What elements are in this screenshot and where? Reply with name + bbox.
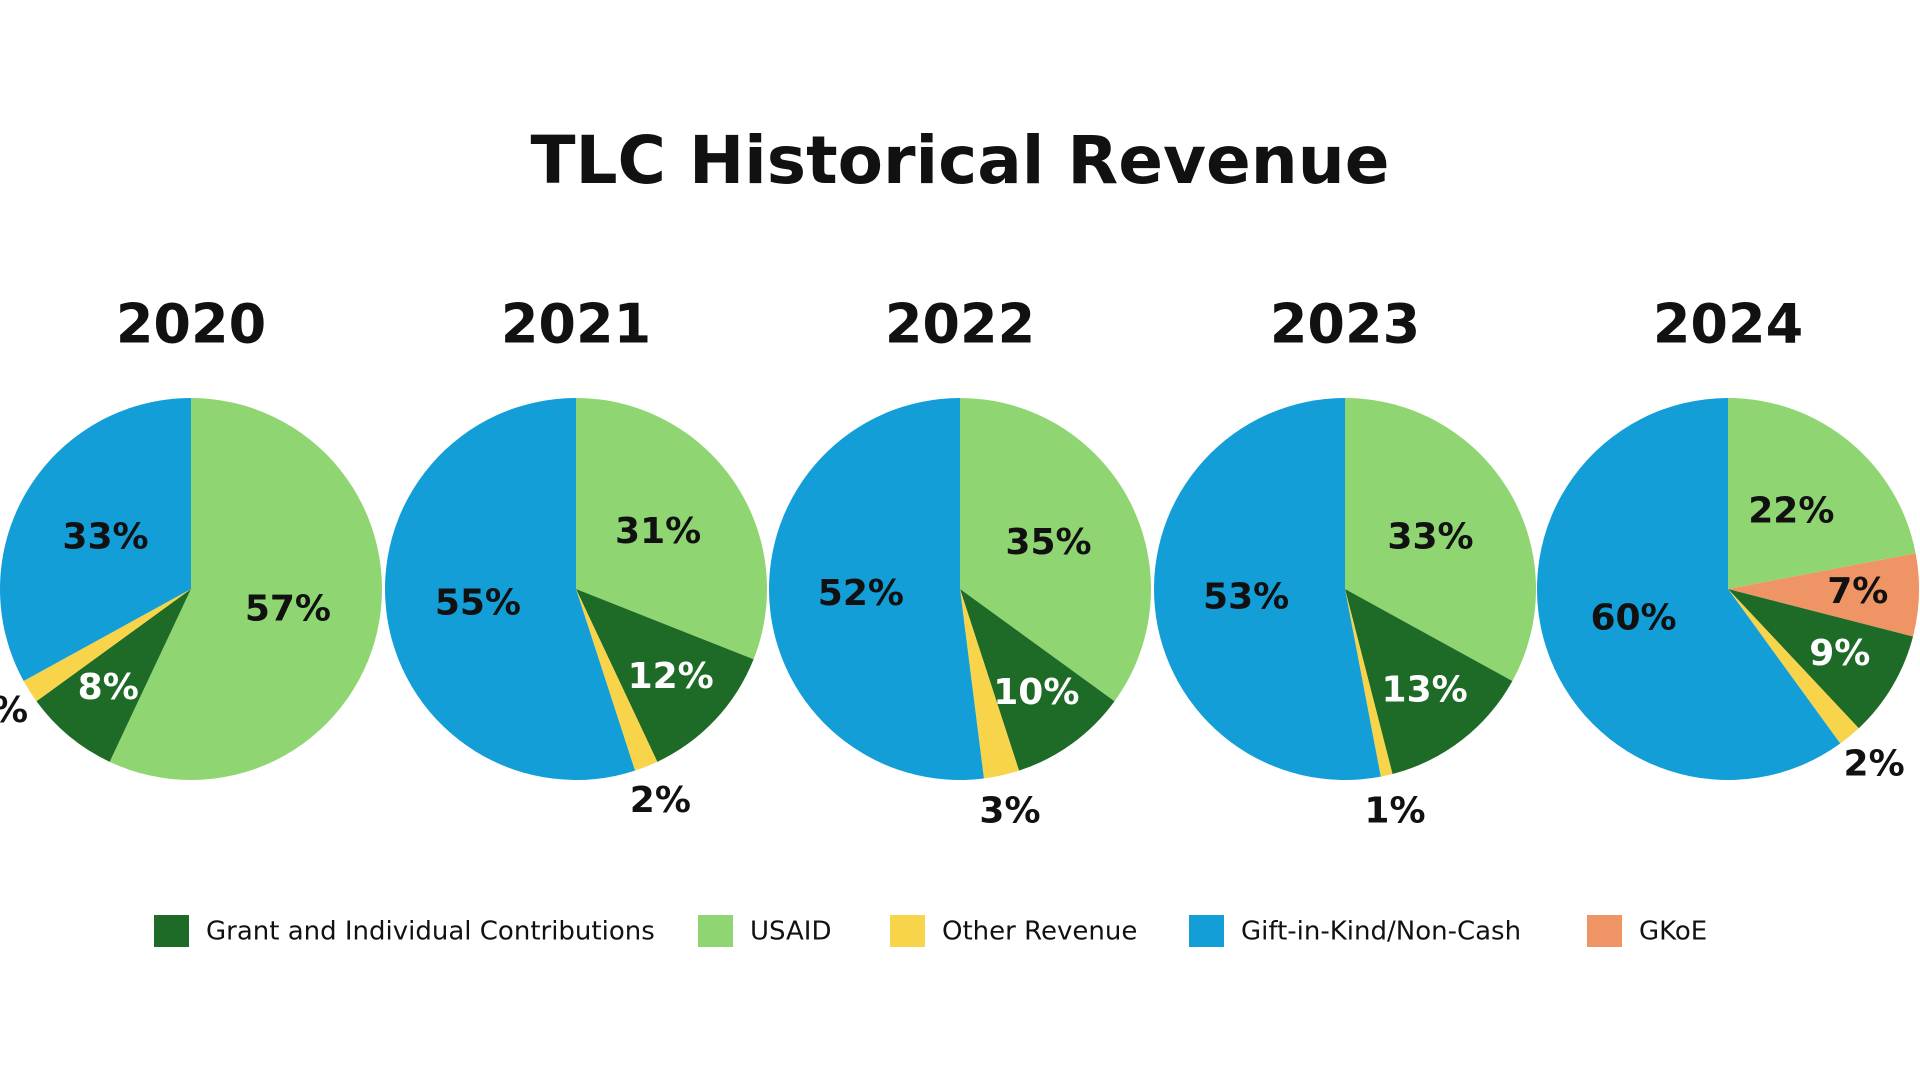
data-label: 13% — [1382, 670, 1468, 711]
pie-slice — [960, 589, 1115, 771]
data-label: 33% — [1387, 516, 1473, 557]
pie-slice — [0, 398, 191, 682]
pie-slice — [1728, 398, 1916, 589]
pie-slice — [1728, 589, 1913, 729]
pie-slice — [1345, 589, 1513, 774]
legend-label: Grant and Individual Contributions — [206, 917, 655, 947]
pie-title: 2020 — [116, 293, 266, 356]
data-label: 3% — [979, 791, 1040, 832]
pie-slice — [576, 589, 754, 762]
pie-slice — [1345, 589, 1393, 777]
legend-label: USAID — [750, 917, 832, 947]
pie-slice — [769, 398, 984, 780]
pie-slice — [1154, 398, 1381, 780]
pie-title: 2021 — [501, 293, 651, 356]
legend-swatch — [890, 915, 925, 947]
data-label: 35% — [1005, 522, 1091, 563]
data-label: 8% — [78, 667, 139, 708]
pie-slice — [576, 398, 767, 660]
pie-slice — [36, 589, 191, 762]
pie-title: 2024 — [1653, 293, 1803, 356]
chart-title: TLC Historical Revenue — [530, 122, 1389, 199]
data-label: 2% — [1844, 744, 1905, 785]
pie-title: 2022 — [885, 293, 1035, 356]
pie-slice — [1728, 589, 1859, 744]
data-label: 53% — [1203, 576, 1289, 617]
data-label: 2% — [630, 780, 691, 821]
pie-slice — [1728, 553, 1920, 637]
pie-slice — [385, 398, 636, 780]
data-label: 12% — [628, 656, 714, 697]
data-label: 1% — [1364, 791, 1425, 832]
data-label: 10% — [993, 672, 1079, 713]
pie-slice — [960, 589, 1020, 779]
data-label: 31% — [615, 511, 701, 552]
data-label: 60% — [1590, 598, 1676, 639]
pie-slice — [1536, 398, 1841, 780]
data-label: 52% — [818, 573, 904, 614]
data-label: 9% — [1809, 633, 1870, 674]
legend-swatch — [1189, 915, 1224, 947]
data-label: 7% — [1827, 571, 1888, 612]
legend-label: GKoE — [1639, 917, 1707, 947]
legend-swatch — [698, 915, 733, 947]
pie-slice — [23, 589, 191, 702]
legend-swatch — [154, 915, 189, 947]
data-label: 55% — [435, 583, 521, 624]
data-label: 2% — [0, 690, 28, 731]
legend-label: Gift-in-Kind/Non-Cash — [1241, 917, 1521, 947]
pie-title: 2023 — [1270, 293, 1420, 356]
data-label: 22% — [1748, 490, 1834, 531]
pie-slice — [960, 398, 1151, 702]
legend-label: Other Revenue — [942, 917, 1137, 947]
legend-swatch — [1587, 915, 1622, 947]
pie-slice — [576, 589, 658, 771]
pie-slice — [109, 398, 383, 780]
data-label: 33% — [62, 516, 148, 557]
pie-slice — [1345, 398, 1536, 682]
data-label: 57% — [245, 589, 331, 630]
